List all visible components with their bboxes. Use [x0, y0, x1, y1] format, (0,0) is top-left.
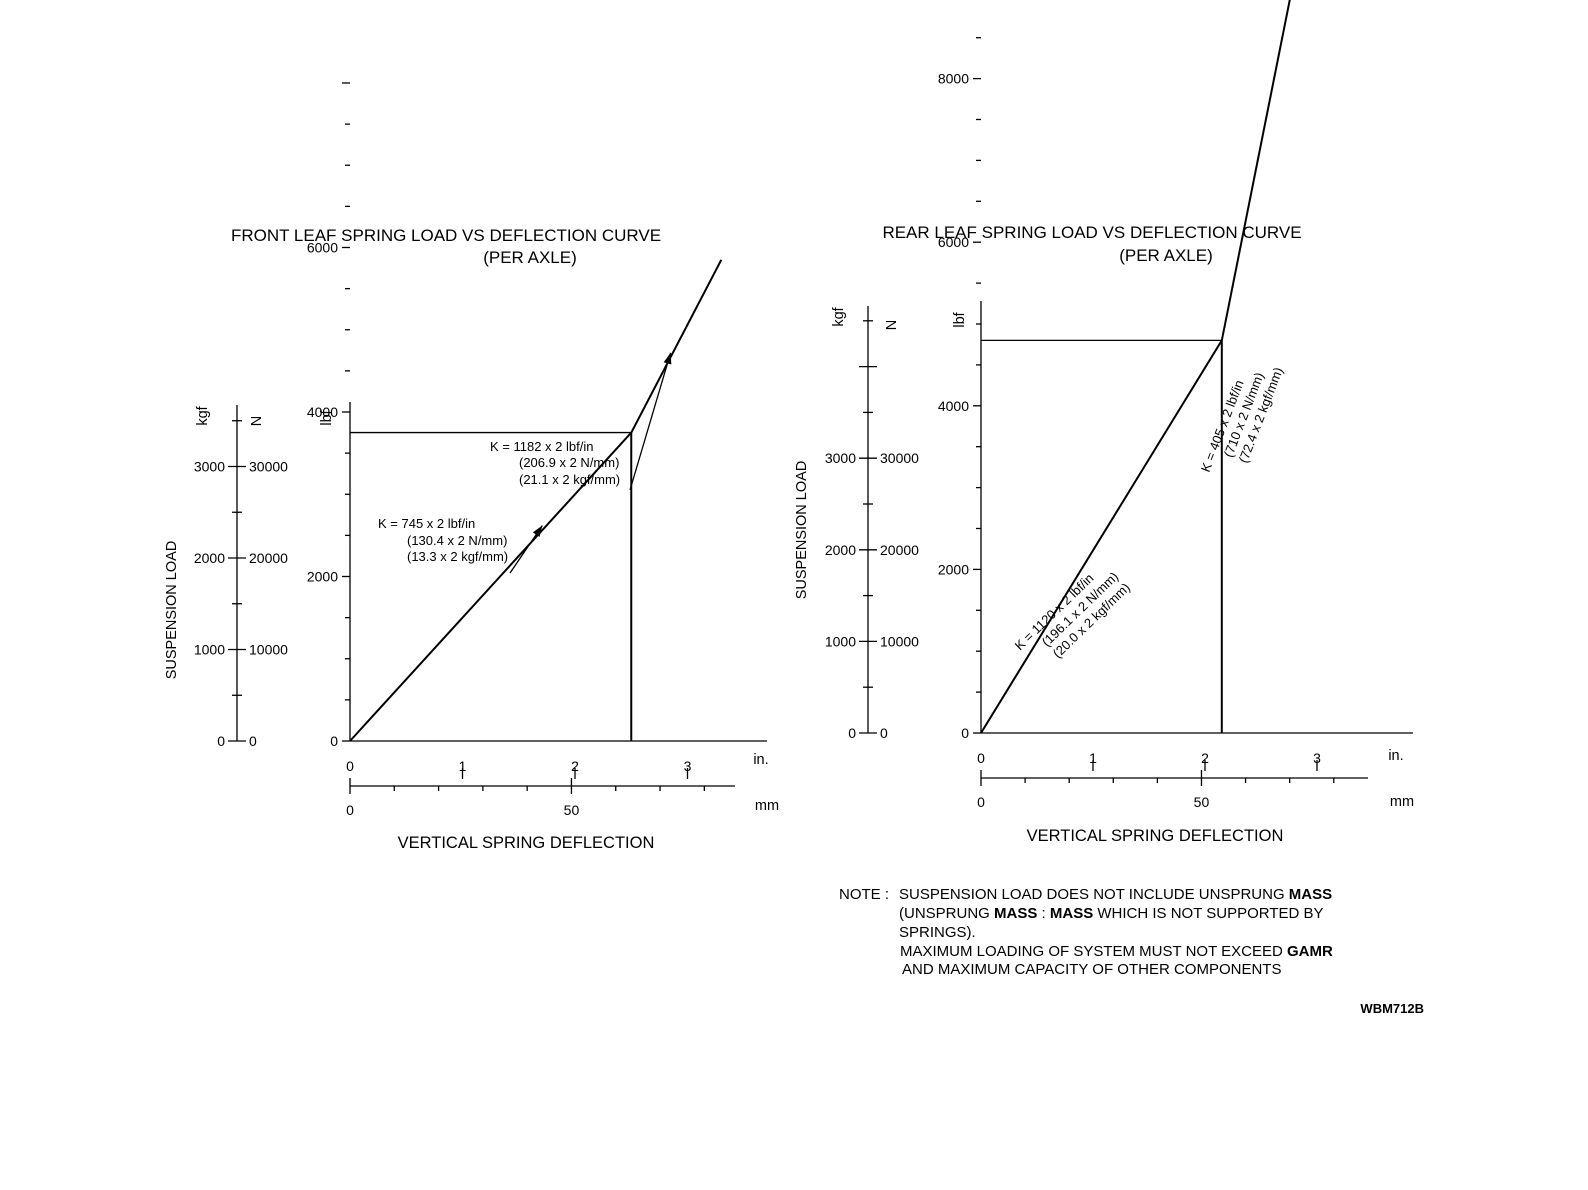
front-kgf-tick-label: 0	[217, 733, 225, 749]
front-lbf-tick-label: 2000	[307, 569, 338, 585]
rear-n-tick-label: 20000	[880, 542, 919, 558]
rear-unit-lbf: lbf	[952, 311, 968, 327]
front-lbf-axis: 0 2000 4000 6000	[307, 82, 351, 749]
front-n-tick-label: 10000	[249, 642, 288, 658]
rear-lbf-tick-label: 8000	[938, 71, 969, 87]
rear-in-tick-label: 0	[977, 750, 985, 766]
figure-code: WBM712B	[1360, 1001, 1424, 1016]
front-x-axis-inches: 0 1 2 3	[346, 740, 767, 779]
front-chart: FRONT LEAF SPRING LOAD VS DEFLECTION CUR…	[164, 82, 779, 852]
rear-lbf-tick-label: 4000	[938, 398, 969, 414]
note-line-1: SUSPENSION LOAD DOES NOT INCLUDE UNSPRUN…	[899, 886, 1332, 903]
front-y-axis-label: SUSPENSION LOAD	[164, 541, 180, 680]
rear-kgf-tick-label: 0	[848, 725, 856, 741]
front-x-axis-label: VERTICAL SPRING DEFLECTION	[398, 834, 655, 852]
front-mm-tick-label: 50	[564, 802, 580, 818]
rear-x-unit-in: in.	[1388, 748, 1403, 764]
front-x-unit-in: in.	[753, 752, 768, 768]
front-x-axis-mm: 0 50	[346, 778, 735, 818]
rear-y-axis-label: SUSPENSION LOAD	[794, 461, 810, 600]
rear-lbf-tick-label: 2000	[938, 561, 969, 577]
front-kgf-tick-label: 1000	[194, 642, 225, 658]
rear-series-line	[980, 0, 1291, 734]
front-in-tick-label: 2	[571, 758, 579, 774]
note-line-2: (UNSPRUNG MASS : MASS WHICH IS NOT SUPPO…	[899, 905, 1324, 922]
front-lbf-tick-label: 6000	[307, 240, 338, 256]
rear-x-axis-label: VERTICAL SPRING DEFLECTION	[1027, 827, 1284, 845]
rear-in-tick-label: 3	[1313, 750, 1321, 766]
note-prefix: NOTE :	[839, 886, 889, 903]
front-k1-line2: (130.4 x 2 N/mm)	[407, 533, 507, 548]
rear-annotation-k2: K = 405 x 2 lbf/in (710 x 2 N/mm) (72.4 …	[1198, 365, 1286, 474]
note-block: NOTE : SUSPENSION LOAD DOES NOT INCLUDE …	[839, 886, 1333, 978]
front-lbf-tick-label: 0	[330, 733, 338, 749]
note-line-4: MAXIMUM LOADING OF SYSTEM MUST NOT EXCEE…	[900, 943, 1333, 960]
front-x-unit-mm: mm	[755, 798, 779, 814]
front-leader-arrowhead-1	[532, 525, 543, 537]
front-lbf-tick-label: 4000	[307, 404, 338, 420]
front-kgf-tick-label: 2000	[194, 550, 225, 566]
rear-in-tick-label: 1	[1089, 750, 1097, 766]
rear-lbf-tick-label: 0	[961, 725, 969, 741]
rear-lbf-axis: 0 2000 4000 6000 8000	[938, 37, 982, 741]
note-line-5: AND MAXIMUM CAPACITY OF OTHER COMPONENTS	[902, 961, 1281, 978]
front-annotation-k1: K = 745 x 2 lbf/in (130.4 x 2 N/mm) (13.…	[378, 516, 508, 564]
rear-annotation-k1: K = 1120 x 2 lbf/in (196.1 x 2 N/mm) (20…	[1012, 569, 1133, 661]
rear-kgf-tick-label: 3000	[825, 450, 856, 466]
front-n-tick-label: 30000	[249, 459, 288, 475]
rear-chart: REAR LEAF SPRING LOAD VS DEFLECTION CURV…	[794, 0, 1414, 845]
rear-kgf-tick-label: 2000	[825, 542, 856, 558]
rear-plot-area	[980, 0, 1291, 734]
rear-mm-tick-label: 0	[977, 794, 985, 810]
front-n-tick-label: 0	[249, 733, 257, 749]
rear-mm-tick-label: 50	[1194, 794, 1210, 810]
front-in-tick-label: 0	[346, 758, 354, 774]
rear-lbf-tick-label: 6000	[938, 234, 969, 250]
rear-n-tick-label: 10000	[880, 633, 919, 649]
front-unit-lbf: lbf	[319, 409, 335, 425]
front-leader-arrowhead-2	[663, 352, 672, 365]
rear-unit-n: N	[884, 320, 900, 330]
rear-x-axis-mm: 0 50	[977, 770, 1368, 810]
front-unit-n: N	[249, 416, 265, 426]
rear-n-tick-label: 0	[880, 725, 888, 741]
front-in-tick-label: 3	[684, 758, 692, 774]
front-k2-line2: (206.9 x 2 N/mm)	[519, 455, 619, 470]
front-mm-tick-label: 0	[346, 802, 354, 818]
rear-x-axis-inches: 0 1 2 3	[977, 732, 1413, 771]
front-kgf-tick-label: 3000	[194, 459, 225, 475]
rear-in-tick-label: 2	[1201, 750, 1209, 766]
front-k2-line3: (21.1 x 2 kgf/mm)	[519, 472, 620, 487]
front-k1-line3: (13.3 x 2 kgf/mm)	[407, 549, 508, 564]
rear-chart-title: REAR LEAF SPRING LOAD VS DEFLECTION CURV…	[882, 223, 1301, 242]
front-n-tick-label: 20000	[249, 550, 288, 566]
front-k1-line1: K = 745 x 2 lbf/in	[378, 516, 475, 531]
front-unit-kgf: kgf	[195, 405, 211, 425]
front-plot-area	[349, 259, 723, 742]
front-series-line	[349, 259, 723, 742]
rear-chart-subtitle: (PER AXLE)	[1119, 246, 1213, 265]
front-leader-line-2	[629, 352, 672, 491]
front-k2-line1: K = 1182 x 2 lbf/in	[490, 439, 593, 454]
rear-x-unit-mm: mm	[1390, 794, 1414, 810]
front-annotation-k2: K = 1182 x 2 lbf/in (206.9 x 2 N/mm) (21…	[490, 439, 620, 487]
rear-kgf-tick-label: 1000	[825, 633, 856, 649]
front-in-tick-label: 1	[459, 758, 467, 774]
rear-n-tick-label: 30000	[880, 450, 919, 466]
rear-unit-kgf: kgf	[831, 306, 847, 326]
front-chart-subtitle: (PER AXLE)	[483, 248, 577, 267]
note-line-3: SPRINGS).	[899, 924, 976, 941]
front-chart-title: FRONT LEAF SPRING LOAD VS DEFLECTION CUR…	[231, 226, 661, 245]
